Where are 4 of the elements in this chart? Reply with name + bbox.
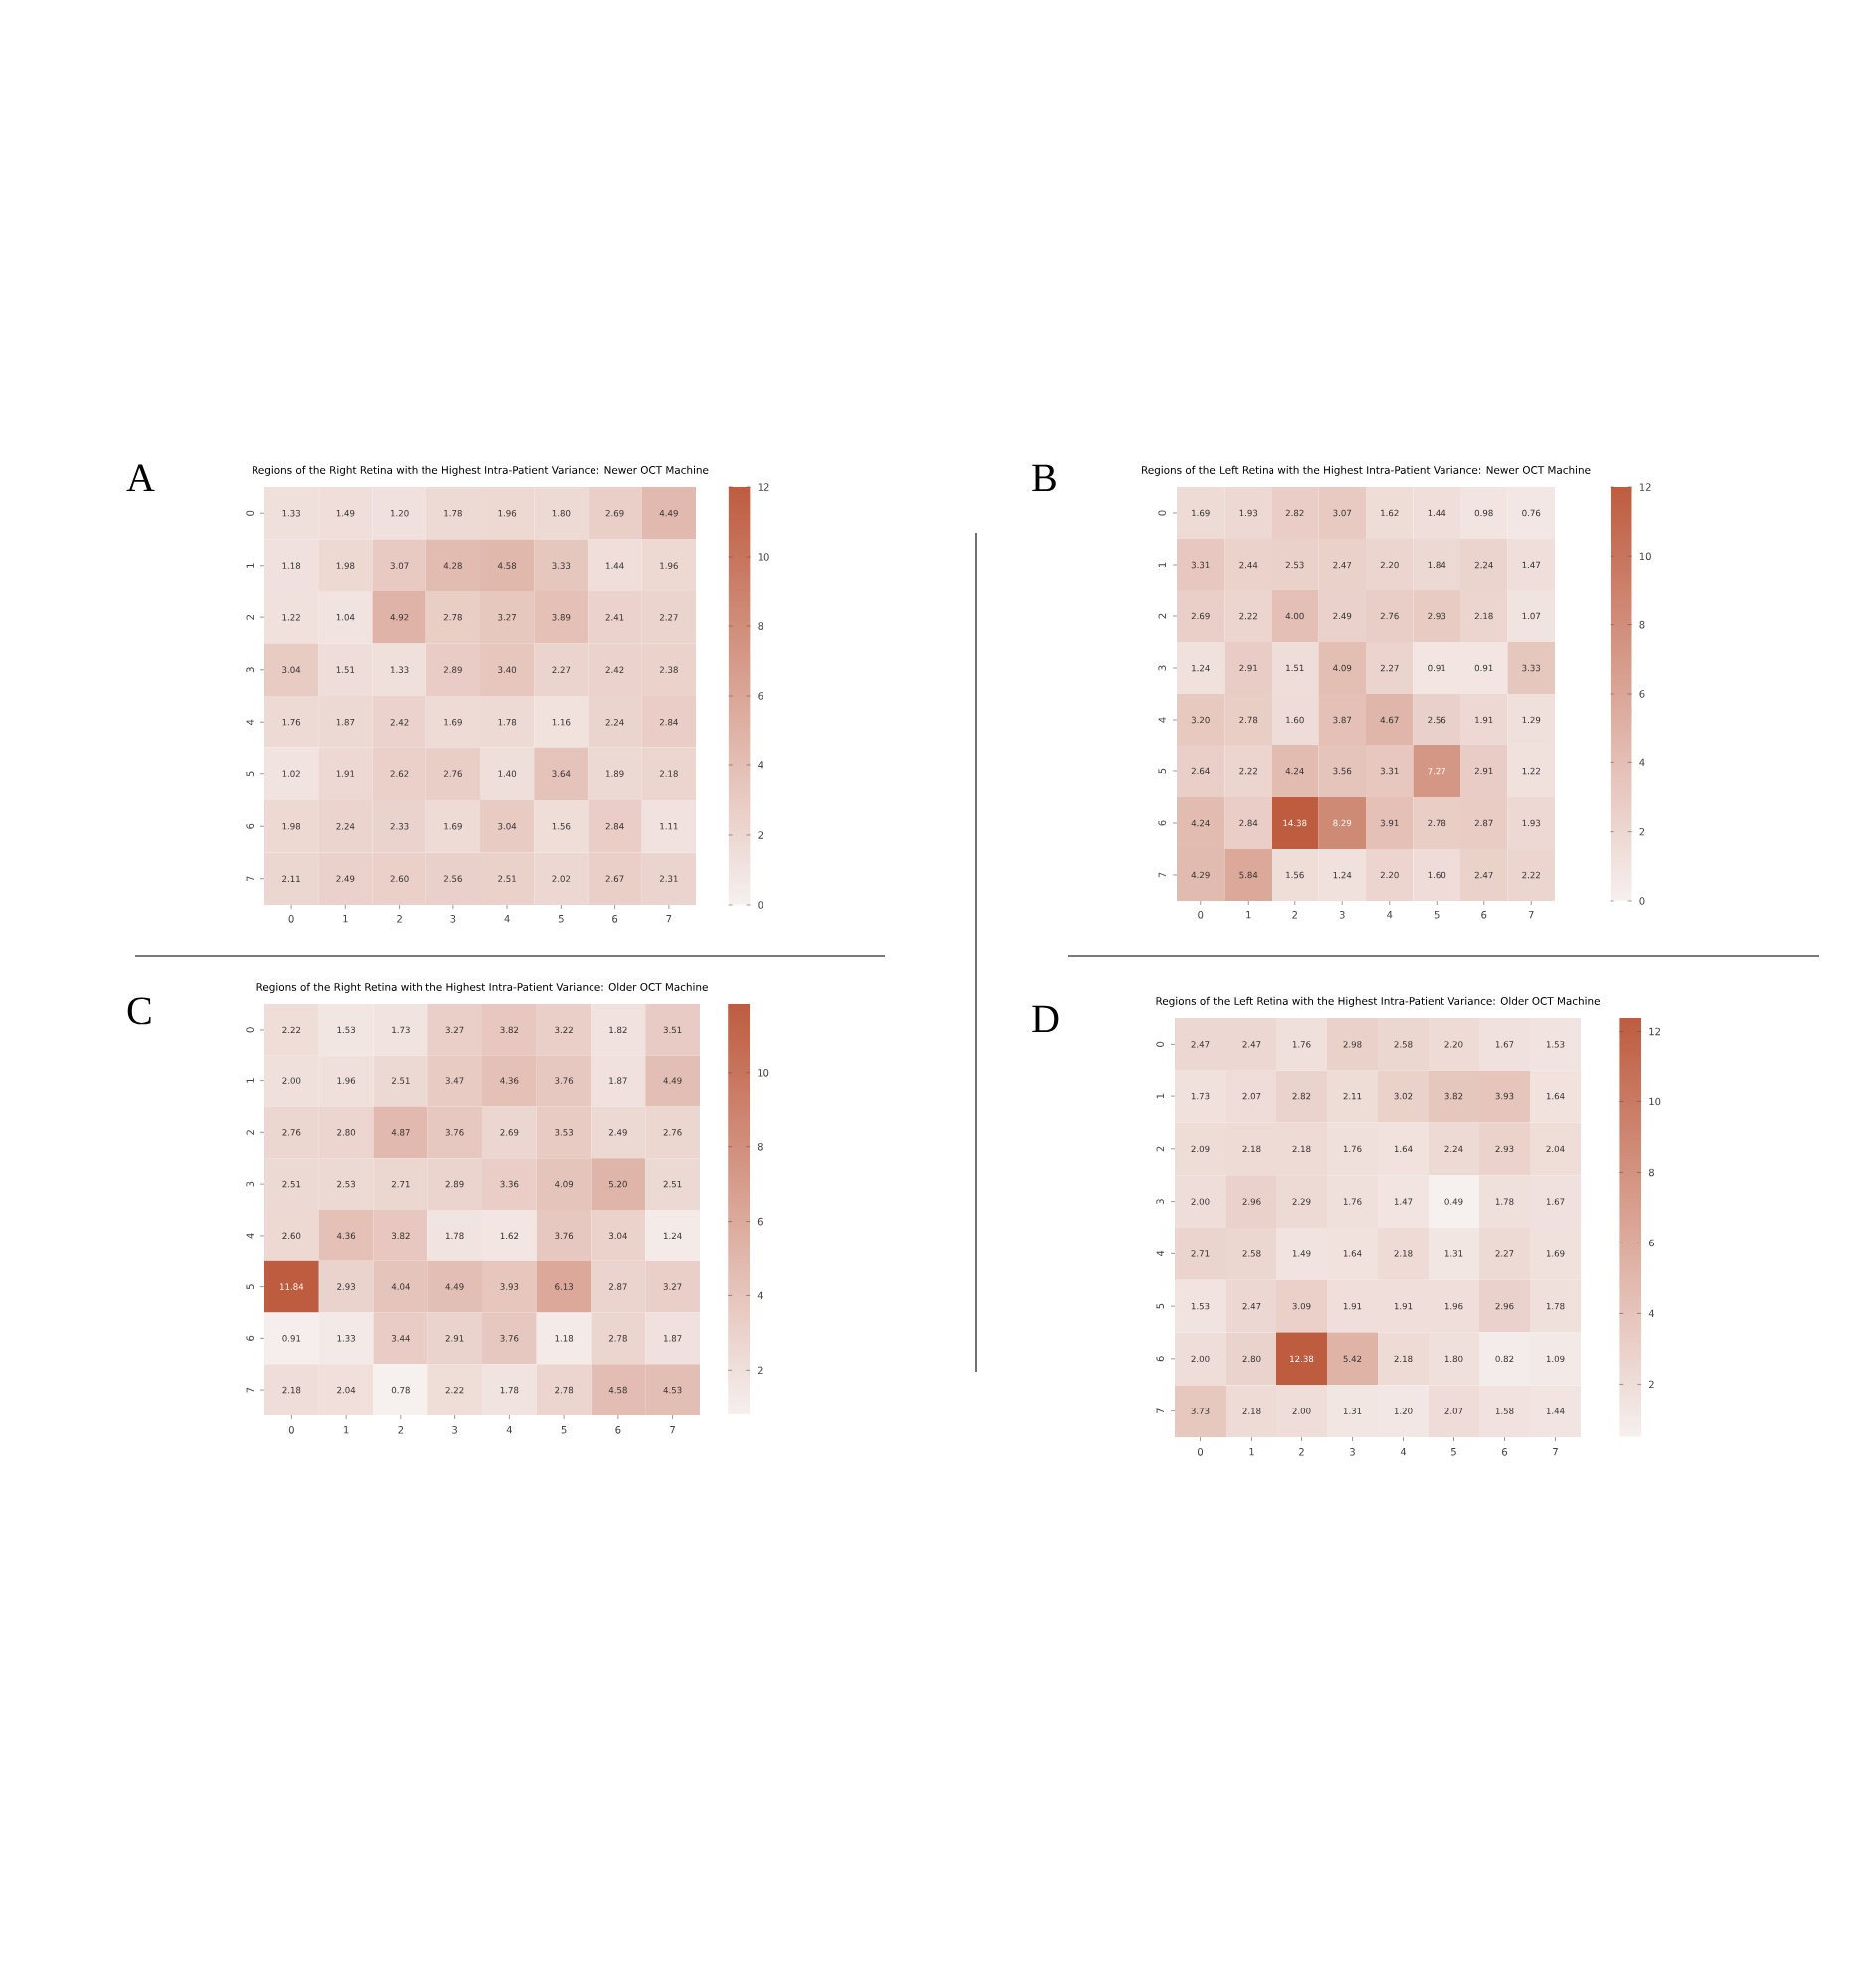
text: A <box>126 464 155 491</box>
text: D <box>1032 1005 1059 1033</box>
text: C <box>127 997 151 1025</box>
text: B <box>1032 464 1056 492</box>
